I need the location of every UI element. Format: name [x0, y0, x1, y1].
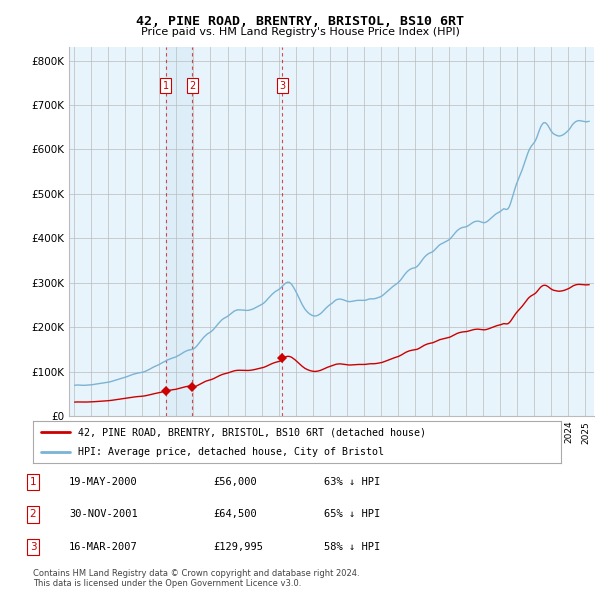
Text: 58% ↓ HPI: 58% ↓ HPI — [324, 542, 380, 552]
Text: £64,500: £64,500 — [213, 510, 257, 519]
Text: 65% ↓ HPI: 65% ↓ HPI — [324, 510, 380, 519]
Text: 3: 3 — [29, 542, 37, 552]
Text: Contains HM Land Registry data © Crown copyright and database right 2024.
This d: Contains HM Land Registry data © Crown c… — [33, 569, 359, 588]
Text: HPI: Average price, detached house, City of Bristol: HPI: Average price, detached house, City… — [78, 447, 384, 457]
Text: 1: 1 — [29, 477, 37, 487]
Text: 42, PINE ROAD, BRENTRY, BRISTOL, BS10 6RT (detached house): 42, PINE ROAD, BRENTRY, BRISTOL, BS10 6R… — [78, 427, 426, 437]
Text: 2: 2 — [189, 81, 195, 91]
Text: Price paid vs. HM Land Registry's House Price Index (HPI): Price paid vs. HM Land Registry's House … — [140, 27, 460, 37]
Text: 63% ↓ HPI: 63% ↓ HPI — [324, 477, 380, 487]
Text: 1: 1 — [163, 81, 169, 91]
Text: 2: 2 — [29, 510, 37, 519]
Text: 19-MAY-2000: 19-MAY-2000 — [69, 477, 138, 487]
Text: 16-MAR-2007: 16-MAR-2007 — [69, 542, 138, 552]
Text: 42, PINE ROAD, BRENTRY, BRISTOL, BS10 6RT: 42, PINE ROAD, BRENTRY, BRISTOL, BS10 6R… — [136, 15, 464, 28]
Text: 3: 3 — [279, 81, 286, 91]
Text: 30-NOV-2001: 30-NOV-2001 — [69, 510, 138, 519]
Text: £129,995: £129,995 — [213, 542, 263, 552]
Text: £56,000: £56,000 — [213, 477, 257, 487]
Bar — [166, 47, 192, 416]
